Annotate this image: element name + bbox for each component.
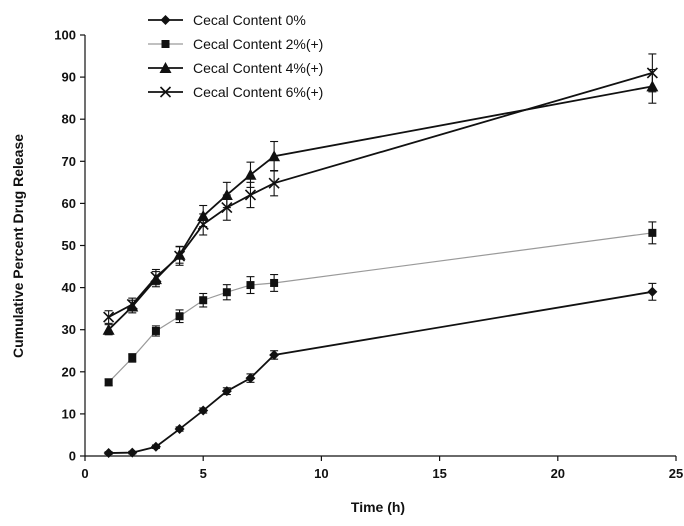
y-tick-label: 20 (62, 364, 76, 379)
data-point (245, 373, 256, 384)
data-point (244, 168, 257, 180)
series-4 (103, 53, 658, 324)
y-tick-label: 0 (69, 449, 76, 464)
legend-label: Cecal Content 6%(+) (193, 84, 323, 100)
y-axis-title: Cumulative Percent Drug Release (10, 134, 26, 358)
series-1 (103, 282, 658, 459)
series-line (108, 85, 653, 331)
legend-label: Cecal Content 2%(+) (193, 36, 323, 52)
data-point (222, 288, 231, 297)
data-point (647, 286, 658, 297)
series-line (108, 232, 653, 383)
y-tick-label: 90 (62, 70, 76, 85)
legend-marker (161, 40, 170, 48)
legend: Cecal Content 0% Cecal Content 2%(+) Cecal… (148, 12, 323, 100)
data-point (103, 311, 115, 323)
y-tick-label: 30 (62, 322, 76, 337)
data-point (126, 298, 138, 311)
data-point (197, 218, 209, 231)
data-point (150, 441, 161, 452)
data-point (151, 326, 160, 335)
legend-label: Cecal Content 4%(+) (193, 60, 323, 76)
data-point (246, 281, 255, 290)
legend-marker (160, 15, 171, 25)
legend-item-3: Cecal Content 4%(+) (148, 60, 323, 76)
data-point (221, 202, 233, 214)
data-point (128, 353, 137, 362)
legend-marker (159, 62, 172, 73)
ticks-layer: 0 10 20 30 40 50 60 70 80 90 100 0 5 10 15 20 25 (54, 28, 683, 482)
x-tick-label: 10 (314, 466, 328, 481)
legend-item-1: Cecal Content 0% (148, 12, 306, 28)
data-point (198, 405, 209, 416)
y-tick-label: 70 (62, 154, 76, 169)
data-point (174, 424, 185, 435)
series-line (108, 72, 653, 318)
data-point (268, 150, 281, 162)
x-tick-label: 25 (669, 466, 683, 481)
data-point (175, 312, 184, 321)
y-tick-label: 10 (62, 406, 76, 421)
legend-label: Cecal Content 0% (193, 12, 306, 28)
y-tick-label: 50 (62, 238, 76, 253)
data-point (173, 250, 186, 262)
legend-item-2: Cecal Content 2%(+) (148, 36, 323, 52)
data-point (244, 189, 257, 201)
x-tick-label: 5 (200, 466, 207, 481)
y-tick-label: 40 (62, 280, 76, 295)
y-tick-label: 60 (62, 196, 76, 211)
data-point (199, 296, 208, 305)
x-tick-label: 15 (432, 466, 446, 481)
x-axis-title: Time (h) (351, 499, 405, 515)
legend-marker (159, 86, 172, 98)
legend-item-4: Cecal Content 6%(+) (148, 84, 323, 100)
data-point (150, 271, 162, 283)
series-line (108, 290, 653, 454)
x-tick-label: 0 (81, 466, 88, 481)
data-point (269, 349, 280, 360)
data-point (127, 447, 138, 458)
data-point (102, 323, 115, 335)
y-tick-label: 80 (62, 112, 76, 127)
y-tick-label: 100 (54, 28, 76, 43)
x-tick-label: 20 (551, 466, 565, 481)
data-point (104, 378, 113, 387)
data-point (221, 386, 232, 397)
series-2 (104, 221, 657, 387)
series-layer (102, 53, 659, 459)
data-point (648, 228, 657, 237)
data-point (646, 67, 658, 79)
data-point (268, 177, 280, 189)
data-point (270, 278, 279, 287)
series-3 (102, 68, 659, 336)
